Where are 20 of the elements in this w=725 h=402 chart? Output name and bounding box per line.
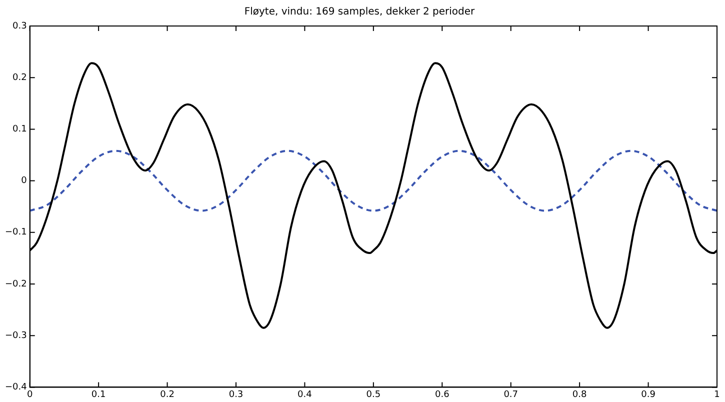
- y-tick-label: 0.3: [12, 21, 27, 32]
- x-tick-label: 1: [714, 390, 720, 400]
- x-tick-label: 0.5: [366, 390, 381, 400]
- x-tick-label: 0.2: [160, 390, 174, 400]
- line-series: [30, 150, 717, 212]
- chart-title: Fløyte, vindu: 169 samples, dekker 2 perioder: [244, 6, 476, 18]
- y-tick-label: 0.1: [12, 124, 27, 135]
- x-tick-label: 0.1: [91, 390, 106, 400]
- x-tick-label: 0.9: [641, 390, 656, 400]
- y-tick-label: 0.2: [12, 72, 27, 83]
- x-tick-label: 0.3: [228, 390, 244, 400]
- x-tick-label: 0.8: [572, 390, 587, 400]
- y-tick-label: 0: [21, 176, 28, 186]
- y-tick-label: −0.3: [4, 330, 27, 341]
- y-tick-label: −0.4: [4, 382, 28, 393]
- y-tick-label: −0.1: [4, 228, 27, 238]
- x-tick-label: 0.4: [298, 390, 312, 400]
- y-tick-label: −0.2: [4, 279, 27, 290]
- x-tick-label: 0.7: [504, 390, 518, 400]
- x-tick-label: 0.6: [434, 390, 450, 400]
